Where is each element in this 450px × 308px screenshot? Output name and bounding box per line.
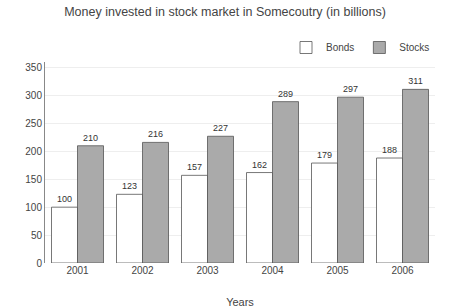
svg-text:157: 157 <box>187 162 202 172</box>
svg-text:Bonds: Bonds <box>326 42 354 53</box>
svg-text:2005: 2005 <box>326 265 349 276</box>
svg-text:179: 179 <box>317 150 332 160</box>
svg-text:50: 50 <box>31 230 43 241</box>
svg-text:188: 188 <box>382 145 397 155</box>
svg-text:2002: 2002 <box>131 265 154 276</box>
svg-text:123: 123 <box>122 181 137 191</box>
svg-text:300: 300 <box>25 90 42 101</box>
svg-text:210: 210 <box>83 133 98 143</box>
svg-text:289: 289 <box>278 89 293 99</box>
svg-text:Money invested in stock market: Money invested in stock market in Someco… <box>64 5 386 19</box>
svg-text:100: 100 <box>57 194 72 204</box>
svg-text:227: 227 <box>213 123 228 133</box>
svg-text:2003: 2003 <box>196 265 219 276</box>
svg-text:200: 200 <box>25 146 42 157</box>
svg-text:350: 350 <box>25 62 42 73</box>
svg-text:162: 162 <box>252 160 267 170</box>
svg-text:150: 150 <box>25 174 42 185</box>
svg-text:250: 250 <box>25 118 42 129</box>
svg-text:2001: 2001 <box>66 265 89 276</box>
svg-text:100: 100 <box>25 202 42 213</box>
svg-text:297: 297 <box>343 84 358 94</box>
svg-text:Years: Years <box>226 296 254 308</box>
svg-text:Stocks: Stocks <box>399 42 429 53</box>
svg-text:2004: 2004 <box>261 265 284 276</box>
svg-text:2006: 2006 <box>391 265 414 276</box>
svg-text:311: 311 <box>408 76 422 86</box>
svg-text:0: 0 <box>36 258 42 269</box>
svg-text:216: 216 <box>148 129 163 139</box>
